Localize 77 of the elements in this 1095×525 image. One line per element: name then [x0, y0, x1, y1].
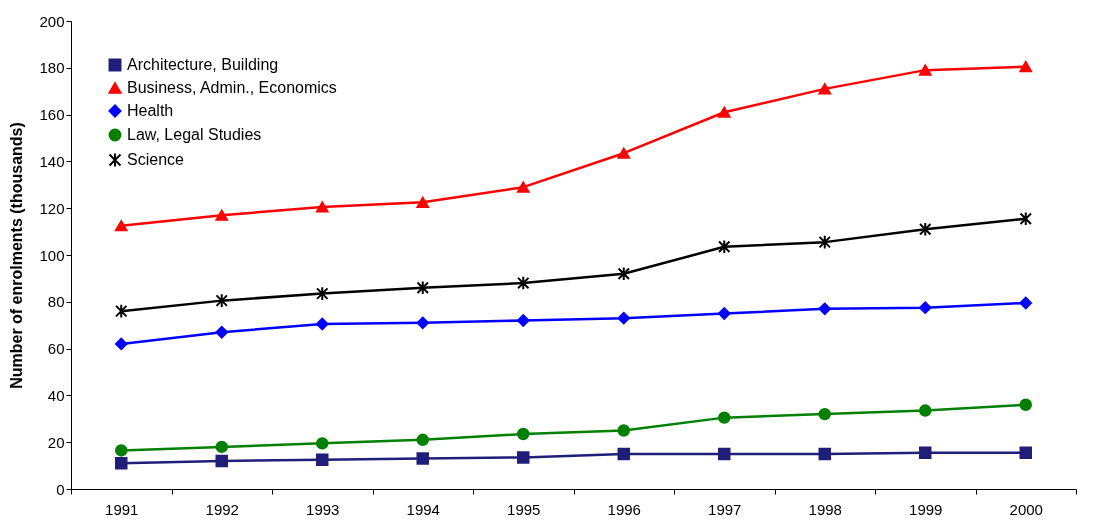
point	[617, 311, 630, 325]
point	[115, 457, 128, 470]
point	[617, 147, 630, 159]
point	[416, 196, 429, 208]
point	[617, 447, 630, 461]
point	[215, 325, 228, 339]
legend-label: Business, Admin., Economics	[127, 79, 337, 96]
y-tick-label: 140	[39, 152, 65, 170]
y-tick-label: 180	[39, 59, 65, 77]
y-axis-title: Number of enrolments (thousands)	[8, 122, 26, 389]
point	[818, 302, 831, 316]
x-tick-label: 1993	[306, 500, 340, 518]
point	[818, 407, 831, 421]
point	[115, 444, 128, 457]
point	[517, 275, 530, 291]
point	[718, 106, 731, 118]
y-tick-label: 100	[39, 246, 65, 264]
x-tick-label: 1997	[708, 500, 742, 518]
y-tick-label: 60	[47, 340, 65, 358]
point	[115, 220, 128, 232]
x-tick-label: 1996	[607, 500, 641, 518]
point	[1019, 296, 1032, 310]
x-tick-label: 2000	[1009, 500, 1043, 518]
x-tick-label: 1991	[105, 500, 139, 518]
point	[919, 221, 932, 237]
point	[416, 316, 429, 330]
point	[718, 447, 731, 461]
point	[818, 83, 831, 95]
point	[1019, 61, 1032, 73]
point	[818, 447, 831, 461]
point	[617, 266, 630, 282]
point	[1019, 211, 1032, 227]
point	[718, 411, 731, 424]
x-tick-label: 1992	[205, 500, 239, 518]
point	[919, 446, 932, 459]
point	[718, 307, 731, 320]
x-tick-label: 1995	[507, 500, 541, 518]
point	[517, 181, 530, 193]
point	[215, 293, 228, 308]
point	[517, 451, 530, 464]
point	[416, 280, 429, 296]
point	[316, 437, 329, 450]
point	[517, 427, 530, 441]
point	[215, 454, 228, 468]
point	[416, 433, 429, 447]
point	[316, 317, 329, 331]
y-tick-label: 20	[47, 433, 65, 451]
x-tick-label: 1998	[808, 500, 842, 518]
legend-label: Health	[127, 102, 174, 119]
y-tick-label: 40	[47, 386, 65, 404]
point	[115, 303, 128, 319]
y-tick-label: 160	[39, 106, 65, 124]
point	[919, 404, 932, 417]
point	[416, 452, 429, 465]
point	[115, 337, 128, 351]
y-tick-label: 0	[56, 480, 65, 498]
legend-label: Architecture, Building	[127, 56, 279, 73]
point	[316, 286, 329, 301]
point	[215, 440, 228, 454]
y-tick-label: 120	[39, 199, 65, 217]
point	[1019, 446, 1032, 459]
point	[316, 453, 329, 466]
legend-label: Law, Legal Studies	[127, 126, 262, 143]
y-tick-label: 200	[39, 12, 65, 30]
x-tick-label: 1999	[909, 500, 943, 518]
point	[215, 209, 228, 221]
point	[517, 314, 530, 327]
y-tick-label: 80	[47, 293, 65, 311]
point	[1019, 398, 1032, 411]
point	[617, 424, 630, 437]
legend-label: Science	[127, 151, 185, 168]
point	[316, 201, 329, 213]
point	[919, 301, 932, 314]
x-tick-label: 1994	[406, 500, 440, 518]
point	[919, 64, 932, 76]
point	[818, 234, 831, 250]
point	[718, 239, 731, 255]
